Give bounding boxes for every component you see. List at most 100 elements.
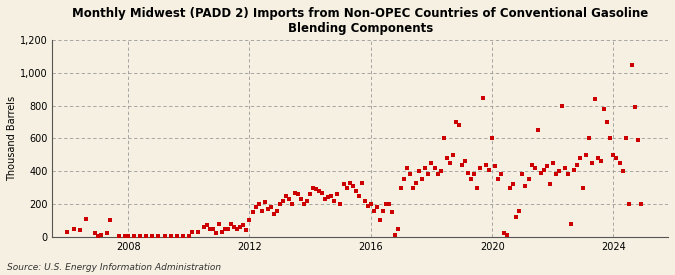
- Point: [220, 226, 231, 231]
- Point: [332, 192, 343, 196]
- Point: [448, 153, 458, 157]
- Point: [383, 202, 394, 206]
- Title: Monthly Midwest (PADD 2) Imports from Non-OPEC Countries of Conventional Gasolin: Monthly Midwest (PADD 2) Imports from No…: [72, 7, 648, 35]
- Point: [544, 182, 555, 186]
- Point: [113, 234, 124, 238]
- Point: [62, 230, 73, 234]
- Point: [466, 177, 477, 182]
- Point: [317, 190, 327, 195]
- Point: [411, 180, 422, 185]
- Point: [141, 234, 152, 238]
- Point: [92, 234, 103, 238]
- Point: [420, 166, 431, 170]
- Point: [614, 161, 625, 165]
- Point: [456, 163, 467, 167]
- Point: [602, 120, 613, 124]
- Point: [408, 185, 418, 190]
- Point: [514, 208, 525, 213]
- Point: [554, 169, 564, 174]
- Point: [223, 226, 234, 231]
- Point: [192, 230, 203, 234]
- Point: [304, 192, 315, 196]
- Point: [593, 156, 603, 160]
- Point: [620, 136, 631, 141]
- Point: [119, 234, 130, 238]
- Point: [296, 197, 306, 201]
- Point: [475, 166, 485, 170]
- Point: [502, 233, 513, 237]
- Point: [611, 156, 622, 160]
- Point: [135, 234, 146, 238]
- Point: [347, 184, 358, 188]
- Point: [263, 207, 273, 211]
- Point: [393, 226, 404, 231]
- Point: [508, 182, 519, 186]
- Point: [541, 164, 552, 169]
- Point: [371, 205, 382, 210]
- Point: [335, 202, 346, 206]
- Point: [547, 161, 558, 165]
- Point: [105, 218, 115, 222]
- Point: [608, 153, 619, 157]
- Point: [211, 231, 221, 236]
- Point: [574, 156, 585, 160]
- Point: [214, 221, 225, 226]
- Point: [369, 208, 379, 213]
- Point: [147, 234, 158, 238]
- Point: [365, 202, 376, 206]
- Point: [184, 234, 194, 238]
- Point: [89, 231, 100, 236]
- Point: [232, 226, 243, 231]
- Point: [532, 128, 543, 133]
- Point: [426, 161, 437, 165]
- Point: [484, 167, 495, 172]
- Point: [566, 221, 576, 226]
- Point: [556, 104, 567, 108]
- Point: [399, 177, 410, 182]
- Point: [284, 197, 294, 201]
- Point: [302, 199, 313, 203]
- Point: [429, 166, 440, 170]
- Point: [271, 208, 282, 213]
- Point: [454, 123, 464, 128]
- Point: [460, 159, 470, 164]
- Point: [529, 166, 540, 170]
- Point: [323, 195, 333, 200]
- Point: [523, 177, 534, 182]
- Point: [450, 120, 461, 124]
- Point: [560, 166, 570, 170]
- Point: [310, 187, 321, 191]
- Point: [389, 233, 400, 237]
- Point: [253, 202, 264, 206]
- Point: [198, 225, 209, 229]
- Point: [396, 185, 406, 190]
- Point: [432, 172, 443, 177]
- Point: [481, 163, 491, 167]
- Point: [80, 216, 91, 221]
- Point: [350, 189, 361, 193]
- Point: [402, 166, 412, 170]
- Point: [468, 172, 479, 177]
- Point: [505, 185, 516, 190]
- Point: [238, 223, 249, 227]
- Point: [580, 153, 591, 157]
- Point: [123, 234, 134, 238]
- Point: [381, 202, 392, 206]
- Point: [159, 234, 170, 238]
- Point: [217, 230, 227, 234]
- Point: [129, 234, 140, 238]
- Point: [377, 208, 388, 213]
- Point: [626, 63, 637, 67]
- Point: [171, 234, 182, 238]
- Point: [229, 225, 240, 229]
- Point: [68, 226, 79, 231]
- Point: [153, 234, 164, 238]
- Point: [538, 167, 549, 172]
- Point: [590, 97, 601, 101]
- Point: [101, 231, 112, 236]
- Point: [165, 234, 176, 238]
- Point: [472, 185, 483, 190]
- Point: [241, 228, 252, 232]
- Point: [74, 228, 85, 232]
- Point: [526, 163, 537, 167]
